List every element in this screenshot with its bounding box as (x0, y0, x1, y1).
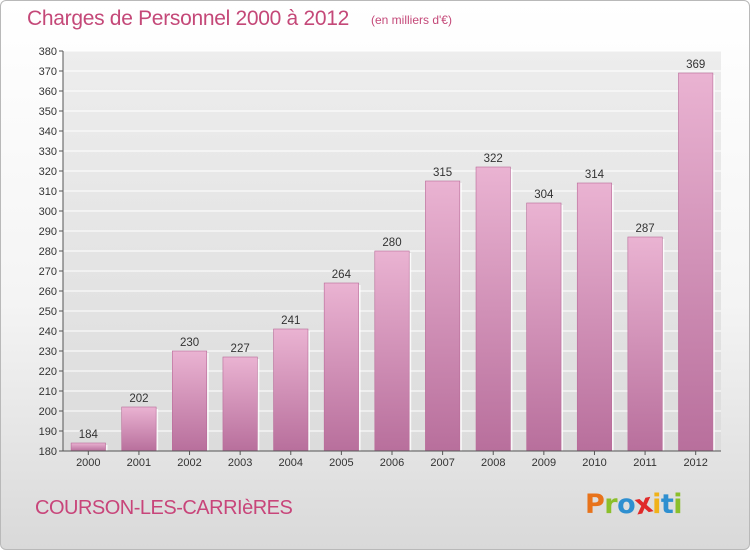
y-tick-label: 240 (39, 326, 57, 338)
x-tick-label: 2012 (683, 457, 707, 469)
logo-letter: o (617, 489, 636, 520)
x-tick-label: 2002 (177, 457, 201, 469)
x-tick-label: 2003 (228, 457, 252, 469)
x-tick-label: 2009 (532, 457, 556, 469)
y-tick-label: 320 (39, 166, 57, 178)
x-tick-label: 2008 (481, 457, 505, 469)
bar (121, 406, 157, 452)
data-label: 230 (180, 337, 199, 349)
data-label: 314 (585, 169, 605, 181)
bar (576, 182, 612, 452)
data-label: 202 (129, 393, 148, 405)
y-tick-label: 370 (39, 66, 57, 78)
data-label: 315 (433, 167, 452, 179)
data-label: 241 (281, 315, 300, 327)
bar (678, 72, 714, 452)
chart-title: Charges de Personnel 2000 à 2012 (27, 7, 349, 30)
x-tick-label: 2007 (430, 457, 454, 469)
data-label: 264 (332, 269, 352, 281)
y-tick-label: 280 (39, 246, 57, 258)
y-tick-label: 340 (39, 126, 57, 138)
y-tick-label: 190 (39, 426, 57, 438)
data-label: 369 (686, 59, 705, 71)
bar (425, 180, 461, 452)
x-tick-label: 2001 (127, 457, 151, 469)
bar (627, 236, 663, 452)
data-label: 280 (382, 237, 401, 249)
chart-subtitle: (en milliers d'€) (371, 13, 452, 27)
data-label: 322 (484, 153, 503, 165)
logo-letter: t (660, 489, 674, 520)
bar (222, 356, 258, 452)
x-tick-label: 2006 (380, 457, 404, 469)
bar (374, 250, 410, 452)
bar (526, 202, 562, 452)
y-tick-label: 290 (39, 226, 57, 238)
y-tick-label: 260 (39, 286, 57, 298)
y-tick-label: 360 (39, 86, 57, 98)
logo-letter: P (585, 489, 605, 520)
logo-letter: r (604, 489, 618, 520)
y-tick-label: 270 (39, 266, 57, 278)
x-tick-label: 2010 (582, 457, 606, 469)
y-tick-label: 300 (39, 206, 57, 218)
data-label: 287 (635, 223, 654, 235)
bar (172, 350, 208, 452)
y-tick-label: 380 (39, 46, 57, 58)
x-tick-label: 2005 (329, 457, 353, 469)
data-label: 227 (231, 343, 250, 355)
proxiti-logo: Proxiti (585, 488, 683, 522)
x-tick-label: 2004 (279, 457, 303, 469)
logo-letter: i (652, 489, 661, 520)
y-tick-label: 310 (39, 186, 57, 198)
y-tick-label: 350 (39, 106, 57, 118)
logo-letter: i (673, 489, 683, 520)
bar (70, 442, 106, 452)
y-tick-label: 220 (39, 366, 57, 378)
data-label: 304 (534, 189, 554, 201)
bar (323, 282, 359, 452)
y-tick-label: 180 (39, 446, 57, 458)
bar (475, 166, 511, 452)
y-tick-label: 230 (39, 346, 57, 358)
y-tick-label: 330 (39, 146, 57, 158)
commune-name: COURSON-LES-CARRIèRES (35, 497, 293, 519)
y-tick-label: 200 (39, 406, 57, 418)
y-tick-label: 210 (39, 386, 57, 398)
bar (273, 328, 309, 452)
x-tick-label: 2011 (633, 457, 657, 469)
x-tick-label: 2000 (76, 457, 100, 469)
data-label: 184 (79, 429, 99, 441)
y-tick-label: 250 (39, 306, 57, 318)
